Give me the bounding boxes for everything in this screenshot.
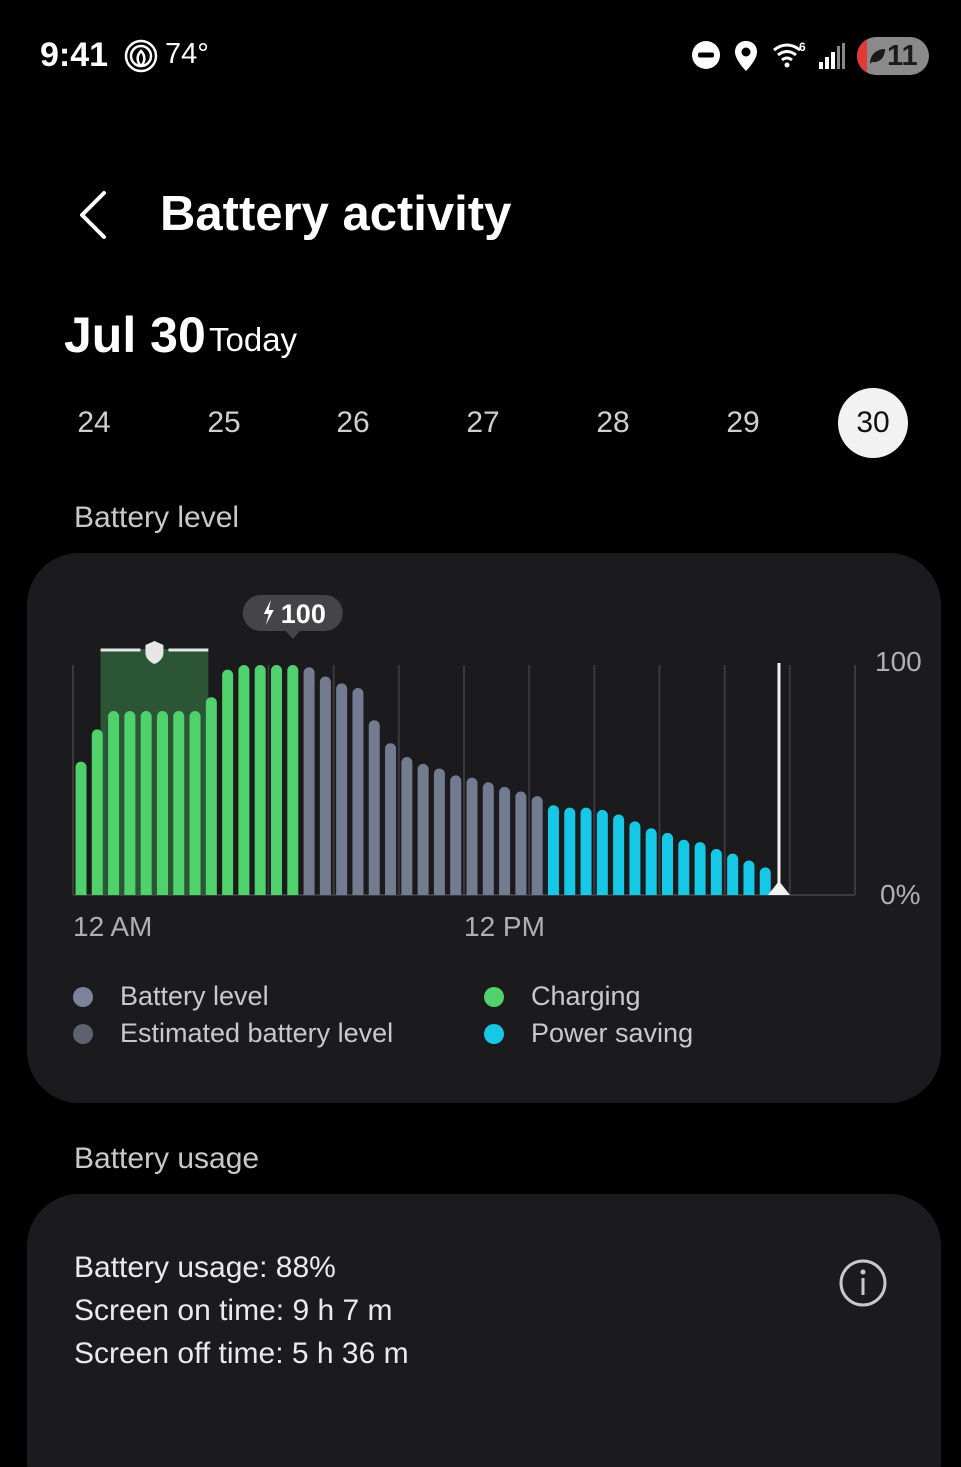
legend-label: Estimated battery level [120, 1018, 394, 1048]
battery-bar-battery [303, 667, 315, 895]
battery-bar-battery [433, 768, 445, 895]
charge-tooltip [242, 595, 343, 631]
battery-bar-power_saving [662, 832, 673, 895]
page-title: Battery activity [160, 187, 512, 241]
back-button[interactable] [70, 185, 120, 245]
battery-bar-battery [336, 683, 348, 895]
battery-bar-charging [222, 669, 234, 895]
battery-bar-battery [531, 796, 543, 895]
day-24[interactable]: 24 [77, 406, 111, 439]
battery-bar-battery [385, 743, 397, 895]
battery-bar-charging [238, 665, 250, 895]
current-time-marker [767, 881, 790, 895]
battery-bar-battery [466, 777, 478, 895]
battery-bar-battery [319, 676, 331, 895]
temperature: 74° [165, 38, 209, 70]
leaf-power-saving-icon [870, 49, 885, 64]
battery-bar-battery [401, 757, 413, 895]
battery-bar-power_saving [759, 867, 771, 895]
x-axis-label-12am: 12 AM [73, 911, 153, 942]
battery-bar-power_saving [596, 809, 608, 895]
battery-bar-charging [271, 665, 282, 895]
lightning-icon [263, 600, 274, 625]
y-axis-top-label: 100 [875, 646, 922, 677]
battery-bar-battery [450, 775, 462, 895]
shield-icon [145, 641, 164, 664]
battery-bar-charging [156, 711, 168, 895]
legend-dot [73, 1023, 93, 1044]
legend-battery-level: Battery level [73, 981, 269, 1012]
battery-bar-charging [140, 711, 152, 895]
day-28[interactable]: 28 [596, 406, 630, 439]
charge-tooltip-pointer [284, 630, 301, 639]
battery-level-heading: Battery level [74, 501, 240, 534]
chevron-left-icon [80, 191, 106, 239]
battery-bar-power_saving [710, 849, 722, 895]
signal-icon [819, 43, 845, 69]
info-icon [839, 1259, 887, 1307]
battery-percent: 11 [887, 40, 918, 72]
legend-dot [484, 1023, 504, 1044]
legend-label: Power saving [531, 1018, 694, 1048]
battery-chart[interactable]: 100 [27, 553, 941, 1103]
battery-bar-charging [108, 711, 120, 895]
battery-indicator: 11 [857, 37, 929, 75]
battery-bar-power_saving [694, 842, 706, 895]
legend-label: Charging [531, 981, 641, 1011]
screen-on-time: Screen on time: 9 h 7 m [74, 1294, 393, 1327]
selected-date: Jul 30 [64, 307, 206, 363]
wifi-6-icon: 6 [773, 40, 806, 68]
battery-bar-charging [205, 697, 217, 895]
charge-tooltip-value: 100 [281, 599, 326, 629]
battery-bar-battery [352, 688, 364, 895]
battery-bar-power_saving [547, 805, 559, 895]
battery-usage-card[interactable] [27, 1194, 941, 1467]
svg-text:6: 6 [799, 40, 806, 54]
battery-bar-charging [173, 711, 185, 895]
location-icon [735, 41, 757, 71]
status-time: 9:41 [40, 36, 109, 74]
battery-bar-charging [189, 711, 201, 895]
battery-bar-power_saving [743, 860, 755, 895]
legend-estimated-battery-level: Estimated battery level [73, 1018, 393, 1049]
battery-usage-heading: Battery usage [74, 1142, 260, 1175]
y-axis-bottom-label: 0% [880, 879, 921, 910]
battery-bar-battery [515, 791, 527, 895]
do-not-disturb-icon [692, 41, 720, 69]
battery-bar-charging [254, 665, 266, 895]
battery-bar-battery [499, 786, 511, 895]
battery-bar-battery [368, 720, 380, 895]
info-button[interactable] [838, 1258, 888, 1308]
battery-bar-battery [417, 763, 429, 895]
legend-power-saving: Power saving [484, 1018, 693, 1049]
day-27[interactable]: 27 [466, 406, 500, 439]
battery-bar-power_saving [629, 821, 641, 895]
battery-level-card: 100 100 0% 12 AM 12 PM Battery level Est… [27, 553, 941, 1103]
battery-bar-charging [91, 729, 103, 895]
day-26[interactable]: 26 [336, 406, 370, 439]
legend-dot [73, 986, 93, 1007]
battery-bar-power_saving [678, 839, 690, 895]
legend-charging: Charging [484, 981, 641, 1012]
legend-label: Battery level [120, 981, 269, 1011]
battery-bar-power_saving [580, 807, 592, 895]
day-29[interactable]: 29 [726, 406, 760, 439]
battery-bar-charging [75, 761, 87, 895]
battery-bar-power_saving [645, 828, 657, 895]
x-axis-label-12pm: 12 PM [464, 911, 545, 942]
spiral-app-icon [124, 39, 158, 73]
screen-off-time: Screen off time: 5 h 36 m [74, 1337, 409, 1370]
battery-bar-power_saving [613, 814, 625, 895]
day-30[interactable]: 30 [838, 388, 908, 458]
day-25[interactable]: 25 [207, 406, 241, 439]
battery-bar-power_saving [564, 807, 576, 895]
battery-bar-power_saving [727, 853, 739, 895]
date-today-label: Today [209, 321, 298, 358]
legend-dot [484, 986, 504, 1007]
battery-usage-value: Battery usage: 88% [74, 1251, 336, 1284]
battery-bar-charging [124, 711, 136, 895]
battery-bar-battery [482, 782, 494, 895]
battery-bar-charging [287, 665, 299, 895]
